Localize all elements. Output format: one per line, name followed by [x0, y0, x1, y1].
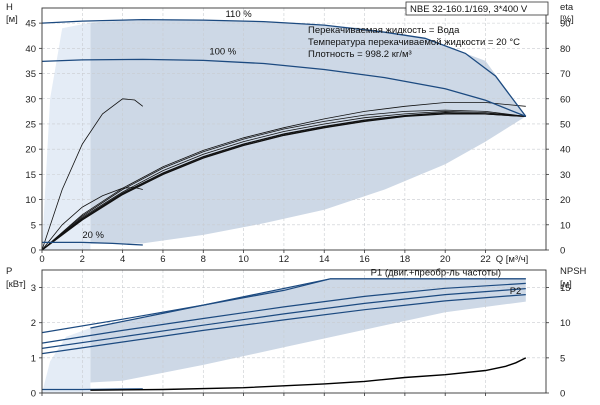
head-y2-axis-label: eta [560, 2, 574, 13]
power-lowflow-region [42, 328, 91, 393]
x-tick-label: 14 [319, 254, 330, 265]
power-y-tick-label: 0 [31, 389, 36, 400]
head-y2-tick-label: 50 [560, 119, 571, 130]
head-lowflow-region [42, 22, 91, 250]
region-fill-layer [42, 20, 526, 393]
head-curve-2 [42, 241, 143, 246]
power-y-tick-label: 1 [31, 353, 36, 364]
head-operating-region [90, 20, 526, 244]
head-y-tick-label: 30 [25, 94, 36, 105]
x-tick-label: 20 [440, 254, 451, 265]
head-y2-tick-label: 20 [560, 195, 571, 206]
head-y-tick-label: 5 [31, 220, 36, 231]
info-line-density: Плотность = 998.2 кг/м³ [308, 49, 412, 60]
head-y2-tick-label: 80 [560, 44, 571, 55]
efficiency-curve-0 [41, 98, 144, 251]
power-y2-tick-label: 5 [560, 353, 565, 364]
head-curve-label: 100 % [209, 46, 236, 57]
model-label: NBE 32-160.1/169, 3*400 V [410, 4, 528, 15]
head-curve-label: 110 % [225, 9, 252, 20]
power-curve-label: P2 [510, 286, 522, 297]
head-y-tick-label: 40 [25, 44, 36, 55]
x-axis-label: Q [м³/ч] [496, 254, 529, 265]
text-layer: 0510152025303540450102030405060708090H[м… [6, 2, 587, 400]
efficiency-curve-4 [41, 110, 526, 251]
head-y-tick-label: 20 [25, 145, 36, 156]
head-y2-tick-label: 60 [560, 94, 571, 105]
power-curve-5 [42, 388, 143, 391]
power-y2-tick-label: 10 [560, 318, 571, 329]
head-y2-tick-label: 40 [560, 145, 571, 156]
x-tick-label: 22 [480, 254, 491, 265]
head-y2-tick-label: 10 [560, 220, 571, 231]
info-line-temperature: Температура перекачиваемой жидкости = 20… [308, 37, 520, 48]
head-y-tick-label: 45 [25, 19, 36, 30]
power-y-axis-label: P [6, 266, 12, 277]
power-y-axis-unit: [кВт] [6, 279, 26, 290]
head-y2-tick-label: 0 [560, 246, 565, 257]
info-line-fluid: Перекачиваемая жидкость = Вода [308, 25, 460, 36]
x-tick-label: 0 [39, 254, 44, 265]
head-y-axis-unit: [м] [6, 14, 18, 25]
head-plot-frame [41, 7, 547, 251]
head-y-axis-label: H [6, 2, 13, 13]
efficiency-curve-3 [41, 109, 526, 251]
head-y-tick-label: 25 [25, 119, 36, 130]
head-curve-1 [41, 58, 527, 118]
power-plot-frame [41, 269, 547, 394]
curves-layer [41, 18, 527, 391]
power-curve-1 [90, 278, 526, 329]
head-y2-tick-label: 90 [560, 19, 571, 30]
head-curve-label: 20 % [82, 230, 104, 241]
head-y-tick-label: 10 [25, 195, 36, 206]
power-y2-axis-unit: [м] [560, 279, 572, 290]
power-curve-2 [41, 282, 526, 344]
x-tick-label: 12 [279, 254, 290, 265]
frame-layer [39, 7, 549, 396]
efficiency-curve-6 [41, 113, 526, 251]
head-y2-axis-unit: [%] [560, 14, 574, 25]
power-curve-label: P1 (двиг.+преобр-ль частоты) [371, 267, 501, 278]
x-tick-label: 6 [160, 254, 165, 265]
head-y-tick-label: 15 [25, 170, 36, 181]
head-y2-tick-label: 70 [560, 69, 571, 80]
x-tick-label: 16 [359, 254, 370, 265]
model-label-box [405, 1, 549, 16]
npsh-curve [90, 357, 527, 391]
power-y-tick-label: 2 [31, 318, 36, 329]
efficiency-curve-2 [41, 102, 526, 251]
x-tick-label: 18 [400, 254, 411, 265]
power-operating-region [90, 278, 526, 383]
power-curve-3 [41, 288, 526, 349]
power-y2-tick-label: 0 [560, 389, 565, 400]
x-tick-label: 2 [80, 254, 85, 265]
power-curve-4 [41, 294, 526, 355]
efficiency-curve-5 [41, 111, 526, 251]
power-y2-tick-label: 15 [560, 283, 571, 294]
x-tick-label: 10 [238, 254, 249, 265]
x-tick-label: 8 [201, 254, 206, 265]
head-y-tick-label: 0 [31, 246, 36, 257]
head-y2-tick-label: 30 [560, 170, 571, 181]
power-y2-axis-label: NPSH [560, 266, 587, 277]
head-y-tick-label: 35 [25, 69, 36, 80]
head-curve-0 [41, 18, 527, 117]
power-y-tick-label: 3 [31, 283, 36, 294]
x-tick-label: 4 [120, 254, 125, 265]
